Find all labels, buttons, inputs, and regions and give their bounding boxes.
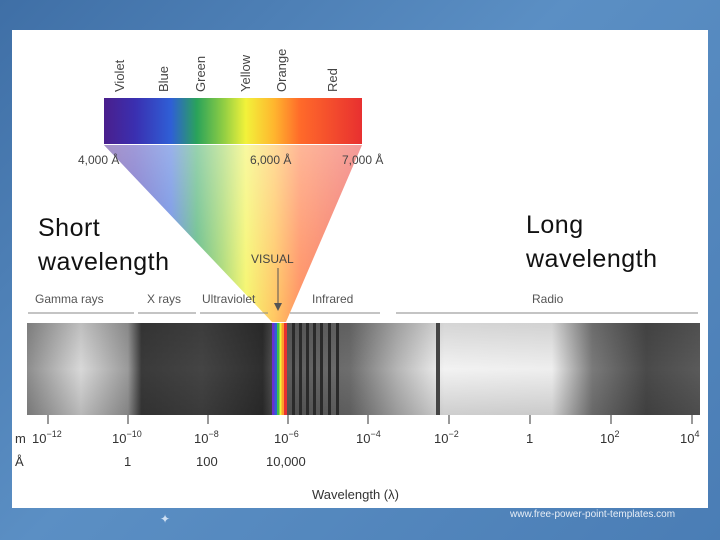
radio-absorption-line [436,323,440,415]
color-label-green: Green [193,56,208,92]
meter-unit-label: m [15,431,26,446]
band-labels: Gamma rays X rays Ultraviolet Infrared R… [35,292,564,306]
meter-tick-6: 1 [526,431,533,446]
band-label-ultraviolet: Ultraviolet [202,292,256,306]
short-wavelength-line-2: wavelength [38,248,170,276]
band-label-infrared: Infrared [312,292,353,306]
meter-tick-0: 10−12 [32,429,62,446]
visual-pointer-arrow [274,303,282,311]
axis-ticks [47,415,693,424]
angstrom-unit-label: Å [15,454,24,469]
band-label-gamma: Gamma rays [35,292,104,306]
meter-tick-1: 10−10 [112,429,142,446]
color-label-yellow: Yellow [238,54,253,92]
wavelength-label-6000: 6,000 Å [250,152,291,167]
visible-spectrum-bar [104,98,362,144]
color-label-violet: Violet [112,59,127,92]
visual-wavelength-labels: 4,000 Å 6,000 Å 7,000 Å [78,152,383,167]
axis-title: Wavelength (λ) [312,487,399,502]
angstrom-tick-100: 100 [196,454,218,469]
meter-tick-labels: m 10−12 10−10 10−8 10−6 10−4 10−2 1 102 … [15,429,699,446]
color-label-blue: Blue [156,66,171,92]
wavelength-label-7000: 7,000 Å [342,152,383,167]
band-label-xrays: X rays [147,292,181,306]
meter-tick-5: 10−2 [434,429,459,446]
color-label-red: Red [325,68,340,92]
footer-url: www.free-power-point-templates.com [510,509,676,520]
visual-label: VISUAL [251,252,294,266]
color-label-orange: Orange [274,49,289,92]
short-wavelength-line-1: Short [38,214,101,242]
wavelength-label-4000: 4,000 Å [78,152,119,167]
meter-tick-7: 102 [600,429,619,446]
angstrom-tick-1: 1 [124,454,131,469]
angstrom-tick-10000: 10,000 [266,454,306,469]
long-wavelength-line-2: wavelength [526,245,658,273]
meter-tick-3: 10−6 [274,429,299,446]
band-label-radio: Radio [532,292,564,306]
meter-tick-8: 104 [680,429,699,446]
meter-tick-4: 10−4 [356,429,381,446]
visible-light-funnel-fade [104,145,362,322]
angstrom-tick-labels: Å 1 100 10,000 [15,454,306,469]
long-wavelength-line-1: Long [526,211,584,239]
sparkle-decoration: ✦ [160,512,171,526]
infrared-stripes [292,323,339,415]
meter-tick-2: 10−8 [194,429,219,446]
spectrum-band-shade [27,323,700,415]
visible-strip [272,323,287,415]
color-labels: Violet Blue Green Yellow Orange Red [112,49,340,92]
short-wavelength-label: Short wavelength [38,211,169,279]
long-wavelength-label: Long wavelength [526,208,657,276]
